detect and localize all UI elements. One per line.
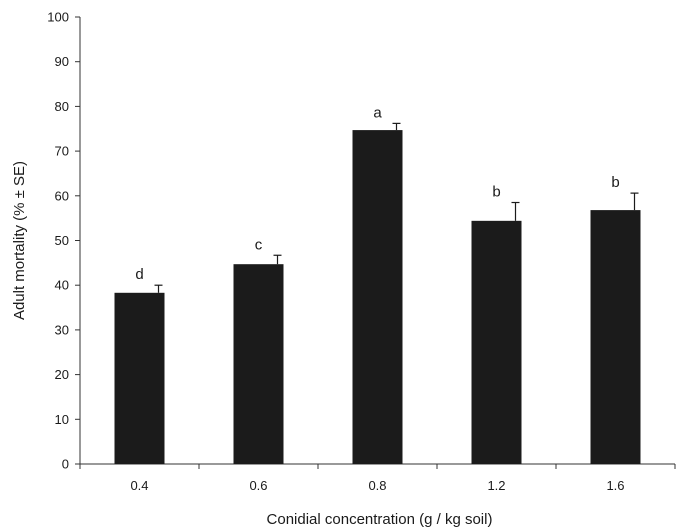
y-tick-label: 60 [55, 188, 69, 203]
significance-letter: a [373, 104, 382, 121]
y-tick-label: 80 [55, 99, 69, 114]
x-tick-label: 0.8 [368, 478, 386, 493]
y-tick-label: 100 [47, 10, 69, 25]
x-axis-title: Conidial concentration (g / kg soil) [267, 511, 493, 528]
bar [590, 210, 641, 464]
y-axis-title: Adult mortality (% ± SE) [11, 161, 28, 320]
x-axis: 0.4 0.6 0.8 1.2 1.6 [79, 463, 676, 493]
significance-letter: b [611, 174, 619, 191]
x-tick-label: 1.6 [606, 478, 624, 493]
y-tick-label: 70 [55, 144, 69, 159]
bar [233, 264, 284, 464]
y-tick-label: 10 [55, 412, 69, 427]
y-tick-label: 50 [55, 233, 69, 248]
bars [114, 130, 641, 464]
y-tick-label: 0 [62, 457, 69, 472]
y-tick-label: 20 [55, 367, 69, 382]
bar [352, 130, 403, 464]
bar [114, 292, 165, 464]
x-tick-label: 0.6 [249, 478, 267, 493]
significance-letters: d c a b b [135, 104, 619, 283]
error-bars [154, 122, 639, 293]
y-tick-label: 40 [55, 278, 69, 293]
y-tick-label: 90 [55, 54, 69, 69]
x-tick-label: 1.2 [487, 478, 505, 493]
significance-letter: d [135, 266, 143, 283]
y-axis: 0 10 20 30 40 50 60 70 80 90 100 [47, 10, 81, 472]
bar [471, 220, 522, 464]
y-tick-label: 30 [55, 322, 69, 337]
x-tick-label: 0.4 [130, 478, 148, 493]
significance-letter: c [255, 236, 263, 253]
significance-letter: b [492, 184, 500, 201]
